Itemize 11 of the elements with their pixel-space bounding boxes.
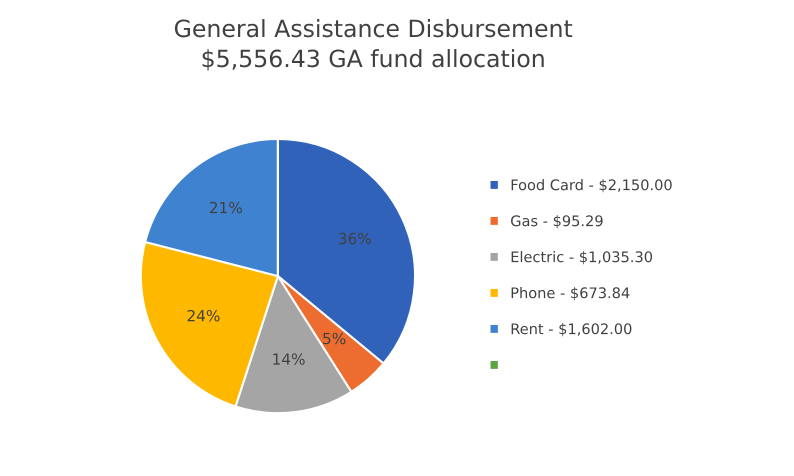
legend-label: Gas - $95.29 [511,215,603,228]
data-label: 5% [323,332,346,344]
legend-label: Phone - $673.84 [512,287,630,300]
chart-title: General Assistance Disbursement $5,556.43 GA fund allocation [174,19,572,70]
legend-label: Electric - $1,035.30 [512,251,652,264]
legend-label: Food Card - $2,150.00 [512,179,672,192]
data-label: 14% [273,353,305,365]
data-label: 36% [338,232,371,244]
data-label: 24% [188,310,220,322]
data-label: 21% [210,202,242,214]
legend-label: Rent - $1,602.00 [512,323,632,336]
